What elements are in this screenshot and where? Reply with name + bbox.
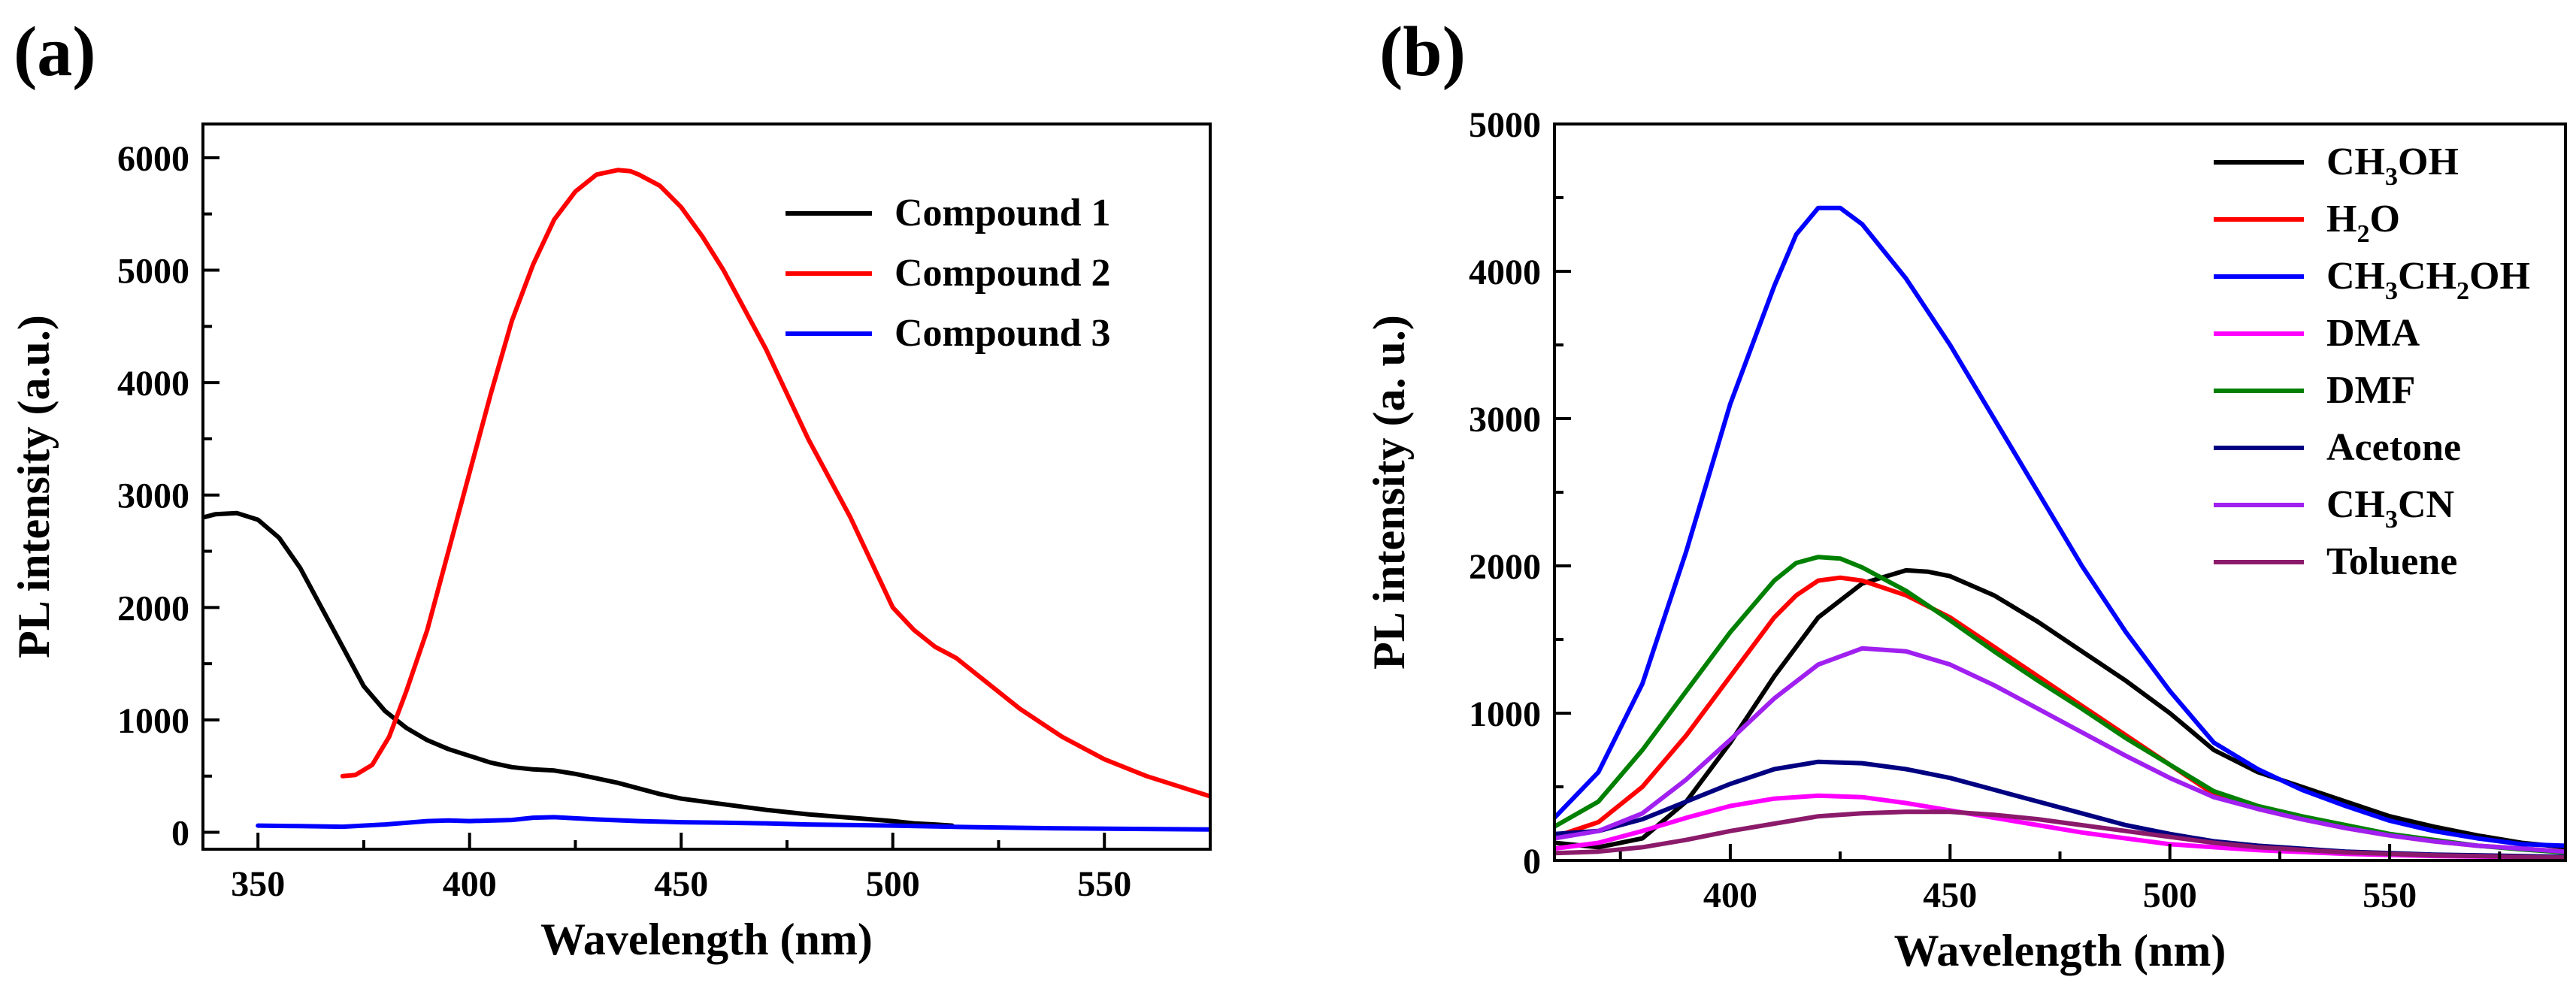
x-tick-label: 550 — [1077, 864, 1131, 904]
x-axis-title: Wavelength (nm) — [540, 915, 873, 964]
legend-label: CH3OH — [2326, 141, 2459, 191]
y-tick-label: 5000 — [117, 251, 189, 291]
y-tick-label: 3000 — [117, 476, 189, 516]
legend-label: H2O — [2326, 198, 2400, 248]
y-tick-label: 0 — [171, 814, 189, 854]
x-tick-label: 450 — [654, 864, 708, 904]
series-line-compound-1 — [203, 510, 955, 828]
y-tick-label: 4000 — [117, 364, 189, 404]
legend-label: DMA — [2326, 312, 2420, 355]
chart-panel-b: (b) 400 450 500 550 0 1000 2000 3000 4000 5000 Wave… — [1364, 13, 2567, 975]
series-line-toluene — [1554, 809, 2565, 860]
legend-label: Compound 3 — [894, 312, 1111, 355]
x-axis-title: Wavelength (nm) — [1894, 926, 2226, 975]
y-tick-label: 2000 — [1469, 547, 1541, 587]
series-line-compound-2 — [340, 168, 1210, 799]
y-tick-label: 2000 — [117, 588, 189, 628]
chart-panel-a: (a) 350 400 450 500 550 0 1000 2000 3000 4000 5000 6… — [9, 13, 1212, 964]
x-tick-label: 500 — [866, 864, 920, 904]
series-line-ch3ch2oh — [1554, 205, 2565, 848]
x-tick-label: 500 — [2143, 875, 2197, 915]
y-tick-label: 5000 — [1469, 105, 1541, 145]
legend-label: CH3CH2OH — [2326, 255, 2530, 305]
series-line-ch3cn — [1554, 646, 2565, 854]
legend-label: Acetone — [2326, 426, 2461, 469]
panel-label: (a) — [14, 13, 96, 91]
legend-label: Compound 2 — [894, 252, 1111, 295]
y-tick-label: 1000 — [1469, 694, 1541, 734]
y-axis-title: PL intensity (a.u.) — [9, 315, 59, 658]
y-tick-label: 1000 — [117, 701, 189, 741]
panel-label: (b) — [1379, 13, 1466, 91]
x-tick-label: 400 — [1703, 875, 1757, 915]
y-tick-label: 0 — [1523, 842, 1541, 882]
x-tick-label: 350 — [231, 864, 285, 904]
legend: Compound 1 Compound 2 Compound 3 — [786, 192, 1111, 355]
y-tick-label: 3000 — [1469, 400, 1541, 440]
legend-label: Toluene — [2326, 540, 2457, 583]
y-axis-title: PL intensity (a. u.) — [1364, 315, 1414, 670]
y-tick-label: 4000 — [1469, 253, 1541, 292]
plot-frame — [201, 122, 1212, 851]
y-tick-label: 6000 — [117, 139, 189, 179]
x-tick-label: 450 — [1923, 875, 1977, 915]
legend-label: DMF — [2326, 369, 2415, 412]
legend-label: Compound 1 — [894, 192, 1111, 234]
x-tick-label: 400 — [443, 864, 497, 904]
x-tick-label: 550 — [2363, 875, 2417, 915]
legend-label: CH3CN — [2326, 483, 2454, 534]
series-line-compound-3 — [256, 815, 1210, 832]
legend: CH3OH H2O CH3CH2OH DMA DMF Acetone CH3CN Toluen… — [2214, 141, 2530, 583]
